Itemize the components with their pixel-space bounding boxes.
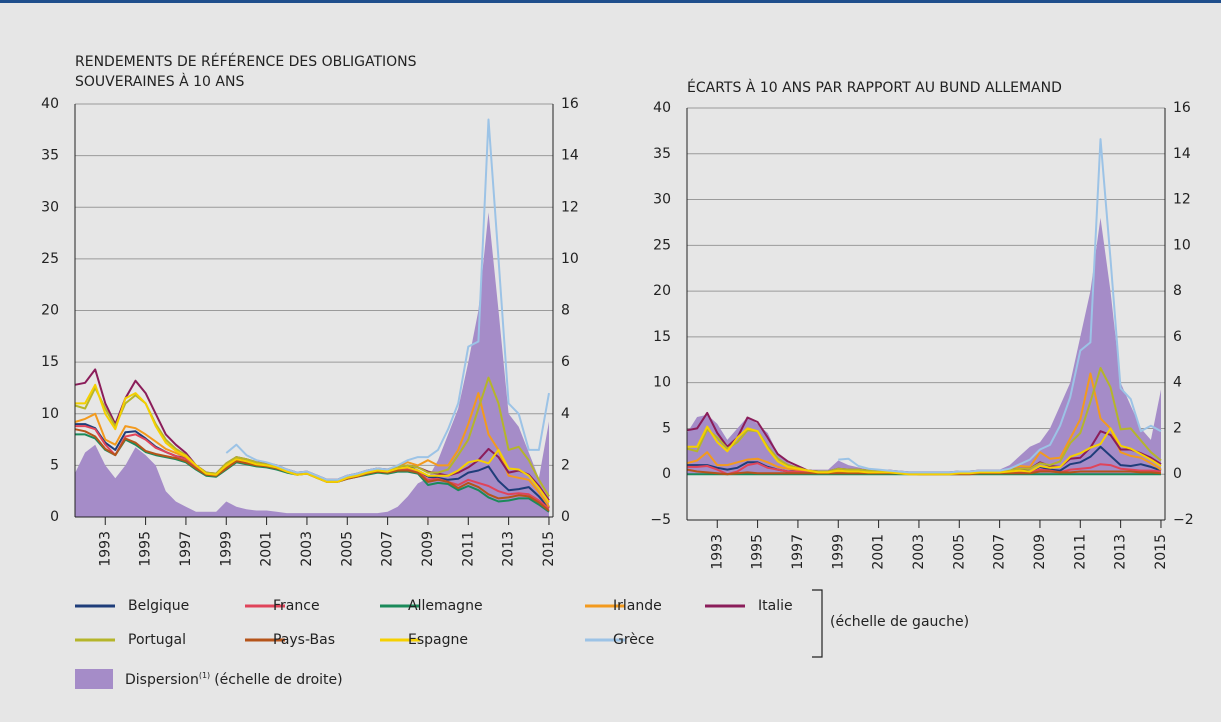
- x-tick-label: 2007: [992, 534, 1008, 570]
- y2-tick-label: 14: [1173, 146, 1191, 162]
- dispersion-area: [687, 217, 1161, 475]
- y2-tick-label: 2: [561, 457, 570, 473]
- y2-tick-label: 14: [561, 148, 579, 164]
- x-tick-label: 2011: [1072, 534, 1088, 570]
- y2-tick-label: 8: [561, 303, 570, 319]
- y2-tick-label: 10: [561, 251, 579, 267]
- legend-bracket: [812, 589, 823, 658]
- y2-tick-label: 6: [1173, 329, 1182, 345]
- y2-tick-label: 2: [1173, 420, 1182, 436]
- x-tick-label: 2011: [460, 531, 476, 567]
- x-tick-label: 1993: [97, 531, 113, 567]
- y2-tick-label: 0: [561, 509, 570, 525]
- y-tick-label: 40: [41, 96, 59, 112]
- series-line: [687, 425, 1162, 476]
- y-tick-label: 10: [41, 406, 59, 422]
- chart-title: RENDEMENTS DE RÉFÉRENCE DES OBLIGATIONS: [75, 53, 417, 70]
- y2-tick-label: 10: [1173, 237, 1191, 253]
- series-line: [838, 138, 1162, 474]
- x-tick-label: 1995: [138, 531, 154, 567]
- y2-tick-label: −2: [1173, 512, 1194, 528]
- legend-label: France: [273, 598, 320, 614]
- y-tick-label: 40: [653, 100, 671, 116]
- x-tick-label: 2001: [871, 534, 887, 570]
- x-tick-label: 1997: [178, 531, 194, 567]
- x-tick-label: 2009: [1032, 534, 1048, 570]
- x-tick-label: 1993: [709, 534, 725, 570]
- legend-note: (échelle de gauche): [830, 614, 969, 630]
- legend-label: Grèce: [613, 632, 654, 648]
- legend-label: Dispersion: [125, 672, 199, 688]
- series-line: [225, 118, 550, 481]
- legend-note: (échelle de droite): [214, 672, 342, 688]
- y2-tick-label: 16: [561, 96, 579, 112]
- footnote-mark: (1): [199, 671, 210, 680]
- y-tick-label: 10: [653, 375, 671, 391]
- y2-tick-label: 6: [561, 354, 570, 370]
- chart-title: SOUVERAINES À 10 ANS: [75, 73, 244, 90]
- y-tick-label: 15: [653, 329, 671, 345]
- y-tick-label: 30: [41, 199, 59, 215]
- y-tick-label: 0: [662, 466, 671, 482]
- legend-label: Portugal: [128, 632, 186, 648]
- legend-label: Irlande: [613, 598, 662, 614]
- x-tick-label: 1999: [830, 534, 846, 570]
- x-tick-label: 2013: [501, 531, 517, 567]
- y-tick-label: 25: [653, 237, 671, 253]
- x-tick-label: 2007: [380, 531, 396, 567]
- y2-tick-label: 16: [1173, 100, 1191, 116]
- legend-label: Dispersion(1) (échelle de droite): [125, 671, 343, 689]
- top-rule: [0, 0, 1221, 3]
- y2-tick-label: 0: [1173, 466, 1182, 482]
- y-tick-label: 0: [50, 509, 59, 525]
- y-tick-label: 30: [653, 192, 671, 208]
- x-tick-label: 1997: [790, 534, 806, 570]
- y2-tick-label: 4: [1173, 375, 1182, 391]
- x-tick-label: 2003: [299, 531, 315, 567]
- series-line: [75, 383, 550, 504]
- legend-label: Pays-Bas: [273, 632, 335, 648]
- x-tick-label: 1999: [218, 531, 234, 567]
- y-tick-label: 35: [653, 146, 671, 162]
- x-tick-label: 2003: [911, 534, 927, 570]
- legend-label: Italie: [758, 598, 793, 614]
- x-tick-label: 1995: [750, 534, 766, 570]
- chart-title: ÉCARTS À 10 ANS PAR RAPPORT AU BUND ALLE…: [687, 79, 1062, 96]
- x-tick-label: 2009: [420, 531, 436, 567]
- legend-label: Espagne: [408, 632, 468, 648]
- legend-label: Belgique: [128, 598, 189, 614]
- legend-swatch: [75, 669, 113, 689]
- y-tick-label: 5: [662, 420, 671, 436]
- x-tick-label: 2005: [339, 531, 355, 567]
- x-tick-label: 2015: [1153, 534, 1169, 570]
- y-tick-label: 25: [41, 251, 59, 267]
- x-tick-label: 2005: [951, 534, 967, 570]
- y-tick-label: 15: [41, 354, 59, 370]
- y-tick-label: 5: [50, 457, 59, 473]
- y-tick-label: 20: [653, 283, 671, 299]
- dispersion-area: [75, 212, 549, 517]
- y-tick-label: 35: [41, 148, 59, 164]
- y2-tick-label: 12: [1173, 192, 1191, 208]
- x-tick-label: 2015: [541, 531, 557, 567]
- y-tick-label: −5: [650, 512, 671, 528]
- y2-tick-label: 8: [1173, 283, 1182, 299]
- y2-tick-label: 12: [561, 199, 579, 215]
- y2-tick-label: 4: [561, 406, 570, 422]
- y-tick-label: 20: [41, 303, 59, 319]
- x-tick-label: 2013: [1113, 534, 1129, 570]
- legend-label: Allemagne: [408, 598, 483, 614]
- x-tick-label: 2001: [259, 531, 275, 567]
